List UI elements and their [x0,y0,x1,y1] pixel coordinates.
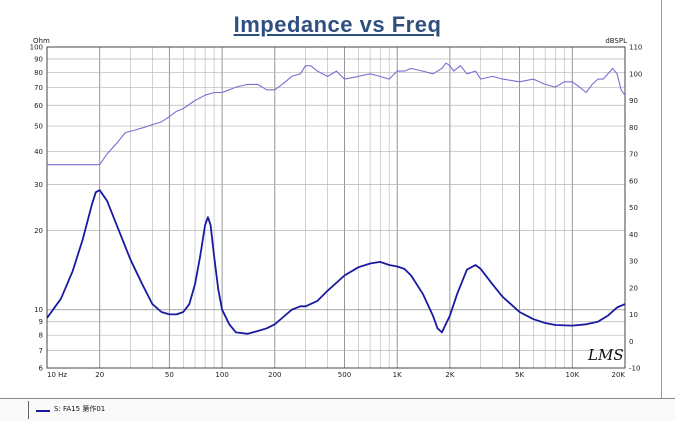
left-tick-label: 50 [34,123,43,131]
x-tick-label: 10K [566,371,580,379]
left-tick-label: 60 [34,102,43,110]
left-tick-label: 8 [39,332,43,340]
right-tick-label: 80 [629,124,638,132]
legend-swatch [36,410,50,412]
left-tick-label: 7 [39,347,43,355]
left-tick-label: 20 [34,227,43,235]
left-tick-label: 10 [34,306,43,314]
x-tick-label: 1K [393,371,402,379]
right-border [661,0,662,398]
legend: S: FA15 第作01 [0,398,675,421]
right-tick-label: 20 [629,284,638,292]
x-tick-label: 50 [165,371,174,379]
x-tick-label: 100 [215,371,228,379]
left-tick-label: 40 [34,148,43,156]
left-tick-label: 90 [34,56,43,64]
right-tick-label: 60 [629,177,638,185]
left-unit-label: Ohm [33,37,50,45]
x-tick-label: 2K [445,371,454,379]
left-tick-label: 100 [30,44,43,52]
left-tick-label: 9 [39,318,43,326]
right-tick-label: 70 [629,151,638,159]
right-tick-label: 40 [629,231,638,239]
spl-series-line [47,62,626,166]
right-tick-label: 30 [629,258,638,266]
impedance-series-line [46,189,626,335]
plot-area [46,46,626,369]
left-tick-label: 70 [34,84,43,92]
impedance-chart: 10 Hz 20 50 100 200 500 1K 2K 5K 10K 20K6789102030… [30,37,643,379]
left-tick-label: 6 [39,365,44,373]
legend-entry-label: S: FA15 第作01 [54,405,106,413]
lms-logo: LMS [588,346,624,364]
left-tick-label: 30 [34,181,43,189]
right-tick-label: -10 [629,365,640,373]
x-tick-label: 20K [612,371,626,379]
right-tick-label: 50 [629,204,638,212]
x-tick-label: 20 [95,371,104,379]
legend-divider [28,401,29,419]
right-tick-label: 110 [629,44,642,52]
right-tick-label: 90 [629,97,638,105]
right-unit-label: dBSPL [605,37,627,45]
plot-border [46,46,626,369]
right-tick-label: 10 [629,311,638,319]
right-tick-label: 0 [629,338,633,346]
x-tick-label: 5K [515,371,524,379]
x-tick-label: 200 [268,371,281,379]
x-tick-label: 10 Hz [47,371,67,379]
x-tick-label: 500 [338,371,351,379]
left-tick-label: 80 [34,69,43,77]
chart-title: Impedance vs Freq [233,12,442,37]
right-tick-label: 100 [629,70,642,78]
